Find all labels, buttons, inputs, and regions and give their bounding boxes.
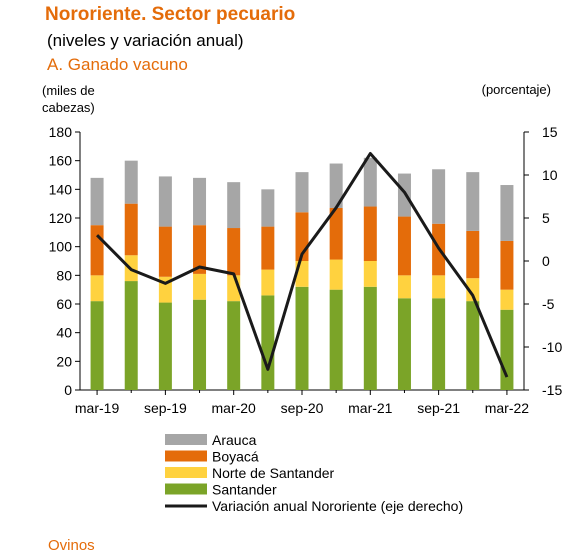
legend-swatch <box>165 450 207 462</box>
legend-swatch <box>165 434 207 445</box>
bar-segment <box>363 261 377 287</box>
bar-segment <box>124 160 138 204</box>
bar-segment <box>466 172 480 231</box>
bar-segment <box>500 185 514 241</box>
bar-segment <box>227 301 241 390</box>
bar-segment <box>432 169 446 224</box>
bar-segment <box>90 301 104 390</box>
left-axis-label: (miles de cabezas) <box>42 83 95 115</box>
bar-segment <box>261 295 275 390</box>
line-layer <box>96 152 509 378</box>
legend-label: Variación anual Nororiente (eje derecho) <box>212 498 463 514</box>
right-tick-label: 10 <box>542 167 558 183</box>
bar-segment <box>158 176 172 227</box>
bar-segment <box>329 207 343 260</box>
bar-segment <box>90 225 104 276</box>
bar-segment <box>397 216 411 276</box>
left-tick-label: 100 <box>49 239 73 255</box>
x-tick-label: sep-20 <box>281 400 324 416</box>
bar-segment <box>227 182 241 229</box>
legend-label: Boyacá <box>212 449 259 465</box>
bar-segment <box>500 289 514 310</box>
left-tick-label: 60 <box>56 296 72 312</box>
bar-segment <box>90 177 104 226</box>
bar-segment <box>363 206 377 261</box>
bar-segment <box>500 309 514 390</box>
bar-segment <box>397 298 411 390</box>
right-axis-label: (porcentaje) <box>481 82 551 97</box>
legend-swatch <box>165 467 207 478</box>
x-tick-label: mar-21 <box>348 400 393 416</box>
bar-segment <box>193 177 207 226</box>
left-tick-label: 180 <box>49 124 73 140</box>
x-tick-label: mar-19 <box>75 400 120 416</box>
bar-segment <box>158 226 172 277</box>
left-tick-label: 120 <box>49 210 73 226</box>
bar-segment <box>124 281 138 390</box>
left-tick-label: 80 <box>56 267 72 283</box>
bar-segment <box>193 273 207 300</box>
bar-segment <box>227 228 241 276</box>
x-tick-label: sep-21 <box>417 400 460 416</box>
bar-segment <box>466 301 480 390</box>
left-tick-label: 0 <box>64 382 72 398</box>
bar-segment <box>329 259 343 290</box>
legend-label: Arauca <box>212 432 257 448</box>
bar-segment <box>261 189 275 227</box>
right-tick-label: -15 <box>542 382 562 398</box>
bar-segment <box>261 226 275 270</box>
axes: 0 20 40 60 80 100 120 140 160 180 -15 -10 -5 0 5 10 15 ma… <box>49 124 563 416</box>
legend-swatch <box>165 483 207 495</box>
chart-subtitle: (niveles y variación anual) <box>47 31 244 50</box>
bar-segment <box>193 299 207 390</box>
x-tick-label: mar-20 <box>212 400 257 416</box>
bar-segment <box>397 275 411 299</box>
right-tick-label: 0 <box>542 253 550 269</box>
bar-segment <box>193 225 207 274</box>
right-tick-label: -5 <box>542 296 555 312</box>
bar-segment <box>295 172 309 213</box>
bars <box>90 157 514 390</box>
bar-segment <box>295 286 309 390</box>
panel-label: A. Ganado vacuno <box>47 55 188 74</box>
bar-segment <box>363 157 377 207</box>
legend-label: Santander <box>212 482 277 498</box>
x-tick-label: sep-19 <box>144 400 187 416</box>
left-tick-label: 160 <box>49 153 73 169</box>
bar-segment <box>363 286 377 390</box>
bar-segment <box>466 230 480 279</box>
next-panel-label: Ovinos <box>48 537 95 554</box>
bar-segment <box>432 275 446 299</box>
right-tick-label: 5 <box>542 210 550 226</box>
bar-segment <box>466 278 480 302</box>
bar-segment <box>432 298 446 390</box>
right-tick-label: -10 <box>542 339 562 355</box>
bar-segment <box>500 240 514 290</box>
bar-segment <box>158 302 172 390</box>
x-tick-label: mar-22 <box>485 400 530 416</box>
variation-line <box>96 152 509 378</box>
bar-segment <box>90 275 104 302</box>
bar-segment <box>329 163 343 208</box>
legend-label: Norte de Santander <box>212 465 335 481</box>
left-tick-label: 140 <box>49 181 73 197</box>
chart-title: Nororiente. Sector pecuario <box>45 4 296 25</box>
left-tick-label: 20 <box>56 353 72 369</box>
bar-segment <box>329 289 343 390</box>
right-tick-label: 15 <box>542 124 558 140</box>
left-tick-label: 40 <box>56 325 72 341</box>
bar-segment <box>261 269 275 296</box>
bar-segment <box>124 203 138 256</box>
